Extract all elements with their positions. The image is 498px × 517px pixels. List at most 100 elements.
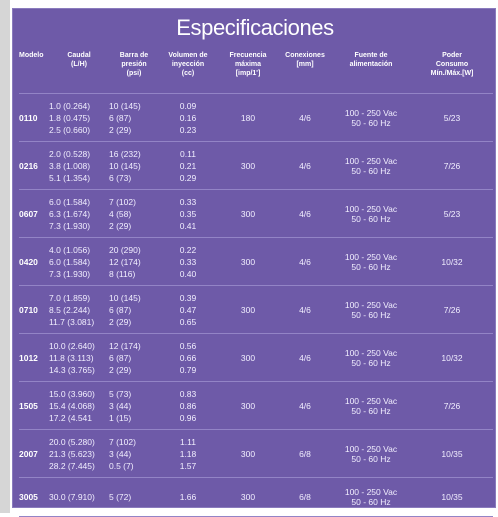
cell-pressure-line: 2 (29) <box>109 316 132 327</box>
cell-power-supply-line: 50 - 60 Hz <box>351 405 391 416</box>
cell-volume-line: 1.66 <box>179 492 197 502</box>
cell-pressure: 16 (232) 10 (145) 6 (73) <box>109 141 159 190</box>
cell-power-supply-line: 50 - 60 Hz <box>351 357 391 368</box>
cell-power-supply: 100 - 250 Vac 50 - 60 Hz <box>331 429 411 478</box>
cell-flow: 20.0 (5.280) 21.3 (5.623) 28.2 (7.445) <box>49 429 109 478</box>
table-row: 1505 15.0 (3.960) 15.4 (4.068) 17.2 (4.541 5… <box>19 381 493 430</box>
cell-volume: 0.83 0.86 0.96 <box>159 381 217 430</box>
cell-pressure-line: 2 (29) <box>109 124 132 135</box>
cell-pressure-line: 0.5 (7) <box>109 460 134 471</box>
cell-power-supply-line: 100 - 250 Vac <box>344 299 398 310</box>
cell-flow-line: 17.2 (4.541 <box>49 412 93 423</box>
cell-power-supply-line: 100 - 250 Vac <box>344 251 398 262</box>
cell-flow-line: 14.3 (3.765) <box>49 364 95 375</box>
cell-flow: 10.0 (2.640) 11.8 (3.113) 14.3 (3.765) <box>49 333 109 382</box>
cell-flow-line: 4.0 (1.056) <box>49 244 91 255</box>
cell-power: 7/26 <box>411 141 493 190</box>
cell-flow-line: 10.0 (2.640) <box>49 340 95 351</box>
cell-flow: 15.0 (3.960) 15.4 (4.068) 17.2 (4.541 <box>49 381 109 430</box>
cell-power-supply-line: 100 - 250 Vac <box>344 487 398 497</box>
cell-power: 5/23 <box>411 189 493 238</box>
table-row: 3005 30.0 (7.910) 5 (72) 1.66 300 6/8 100 - 25… <box>19 477 493 517</box>
cell-volume: 0.39 0.47 0.65 <box>159 285 217 334</box>
cell-power-supply: 100 - 250 Vac 50 - 60 Hz <box>331 141 411 190</box>
cell-power-supply-line: 50 - 60 Hz <box>351 261 391 272</box>
cell-volume: 1.11 1.18 1.57 <box>159 429 217 478</box>
cell-volume-line: 0.35 <box>179 208 197 219</box>
cell-pressure-line: 20 (290) <box>109 244 141 255</box>
cell-power-supply-line: 50 - 60 Hz <box>351 165 391 176</box>
cell-power: 10/35 <box>411 477 493 517</box>
cell-volume: 0.33 0.35 0.41 <box>159 189 217 238</box>
cell-flow-line: 3.8 (1.008) <box>49 160 91 171</box>
header-row: Modelo Caudal (L/H) Barra de presión (psi) … <box>19 49 493 94</box>
cell-connections: 4/6 <box>279 93 331 142</box>
cell-volume-line: 0.39 <box>179 292 197 303</box>
cell-volume-line: 0.09 <box>179 100 197 111</box>
cell-pressure-line: 4 (58) <box>109 208 132 219</box>
cell-power: 5/23 <box>411 93 493 142</box>
cell-pressure: 7 (102) 4 (58) 2 (29) <box>109 189 159 238</box>
cell-power-supply: 100 - 250 Vac 50 - 60 Hz <box>331 237 411 286</box>
cell-volume-line: 0.29 <box>179 172 197 183</box>
cell-model: 3005 <box>19 477 49 517</box>
cell-model: 1505 <box>19 381 49 430</box>
cell-flow: 7.0 (1.859) 8.5 (2.244) 11.7 (3.081) <box>49 285 109 334</box>
spec-panel: Especificaciones Modelo Caudal (L/H) Barr… <box>12 8 496 517</box>
cell-flow-line: 1.0 (0.264) <box>49 100 91 111</box>
cell-power-supply: 100 - 250 Vac 50 - 60 Hz <box>331 333 411 382</box>
cell-flow-line: 7.3 (1.930) <box>49 268 91 279</box>
cell-flow-line: 1.8 (0.475) <box>49 112 91 123</box>
cell-volume-line: 0.47 <box>179 304 197 315</box>
cell-frequency: 300 <box>217 141 279 190</box>
cell-model: 2007 <box>19 429 49 478</box>
cell-connections: 4/6 <box>279 237 331 286</box>
cell-connections: 4/6 <box>279 333 331 382</box>
cell-pressure-line: 1 (15) <box>109 412 132 423</box>
header-power-supply: Fuente de alimentación <box>331 49 411 94</box>
cell-pressure-line: 7 (102) <box>109 196 136 207</box>
cell-connections: 4/6 <box>279 141 331 190</box>
spec-table-body: 0110 1.0 (0.264) 1.8 (0.475) 2.5 (0.660) 10 … <box>19 93 493 517</box>
cell-flow-line: 2.0 (0.528) <box>49 148 91 159</box>
cell-pressure: 20 (290) 12 (174) 8 (116) <box>109 237 159 286</box>
cell-flow-line: 6.0 (1.584) <box>49 256 91 267</box>
cell-pressure-line: 6 (73) <box>109 172 132 183</box>
cell-flow: 4.0 (1.056) 6.0 (1.584) 7.3 (1.930) <box>49 237 109 286</box>
cell-pressure-line: 6 (87) <box>109 304 132 315</box>
left-scroll-gutter <box>0 0 10 513</box>
cell-connections: 4/6 <box>279 285 331 334</box>
cell-volume: 0.11 0.21 0.29 <box>159 141 217 190</box>
cell-flow-line: 15.0 (3.960) <box>49 388 95 399</box>
cell-pressure: 5 (73) 3 (44) 1 (15) <box>109 381 159 430</box>
cell-pressure-line: 10 (145) <box>109 100 141 111</box>
cell-frequency: 300 <box>217 333 279 382</box>
cell-power-supply: 100 - 250 Vac 50 - 60 Hz <box>331 189 411 238</box>
cell-volume-line: 0.83 <box>179 388 197 399</box>
cell-power-supply-line: 50 - 60 Hz <box>351 213 391 224</box>
cell-flow-line: 8.5 (2.244) <box>49 304 91 315</box>
cell-volume-line: 0.66 <box>179 352 197 363</box>
cell-flow-line: 11.7 (3.081) <box>49 316 95 327</box>
cell-power-supply-line: 100 - 250 Vac <box>344 347 398 358</box>
cell-pressure: 10 (145) 6 (87) 2 (29) <box>109 285 159 334</box>
cell-pressure-line: 10 (145) <box>109 160 141 171</box>
cell-volume-line: 0.65 <box>179 316 197 327</box>
cell-volume-line: 0.22 <box>179 244 197 255</box>
page-title: Especificaciones <box>176 15 334 40</box>
cell-pressure-line: 3 (44) <box>109 448 132 459</box>
cell-volume-line: 0.96 <box>179 412 197 423</box>
cell-power-supply: 100 - 250 Vac 50 - 60 Hz <box>331 381 411 430</box>
cell-volume: 0.09 0.16 0.23 <box>159 93 217 142</box>
table-row: 0110 1.0 (0.264) 1.8 (0.475) 2.5 (0.660) 10 … <box>19 93 493 142</box>
cell-volume-line: 0.86 <box>179 400 197 411</box>
table-row: 0710 7.0 (1.859) 8.5 (2.244) 11.7 (3.081) 10… <box>19 285 493 334</box>
cell-pressure-line: 5 (73) <box>109 388 132 399</box>
cell-power: 10/32 <box>411 237 493 286</box>
cell-power-supply: 100 - 250 Vac 50 - 60 Hz <box>331 477 411 517</box>
cell-frequency: 300 <box>217 189 279 238</box>
cell-connections: 4/6 <box>279 381 331 430</box>
cell-frequency: 300 <box>217 285 279 334</box>
cell-power-supply-line: 50 - 60 Hz <box>351 497 391 507</box>
